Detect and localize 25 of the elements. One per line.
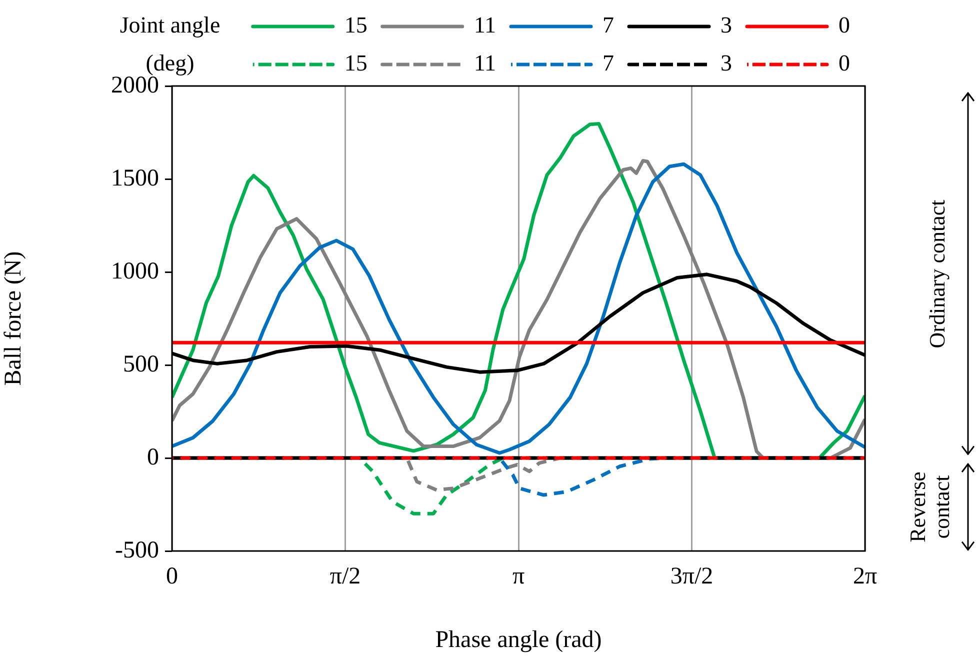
x-tick-label: 0	[166, 564, 178, 590]
y-tick-label: 0	[147, 444, 159, 470]
y-tick-label: 1000	[111, 258, 159, 284]
legend-label: 11	[474, 50, 496, 76]
y-tick-label: -500	[115, 537, 159, 564]
legend-label: 0	[838, 12, 850, 38]
y-tick-label: 1500	[111, 165, 159, 192]
legend-label: 0	[838, 50, 850, 76]
x-tick-label: π	[512, 564, 525, 590]
legend-title: Joint angle (deg)	[120, 12, 220, 76]
legend-label: 3	[720, 50, 732, 76]
y-axis-title: Ball force (N)	[0, 251, 27, 386]
legend-label: 15	[344, 12, 368, 38]
legend-label: 7	[602, 50, 614, 76]
x-axis-title: Phase angle (rad)	[435, 626, 602, 653]
text: Reverse contact	[904, 470, 954, 545]
x-tick-label: π/2	[330, 564, 361, 590]
legend-label: 7	[602, 12, 614, 38]
y-tick-label: 500	[123, 351, 159, 378]
legend-label: 15	[344, 50, 368, 76]
x-tick-label: 2π	[852, 564, 878, 590]
x-tick-label: 3π/2	[670, 564, 714, 590]
text: Ordinary contact	[924, 198, 950, 350]
legend-label: 3	[720, 12, 732, 38]
legend-label: 11	[474, 12, 496, 38]
